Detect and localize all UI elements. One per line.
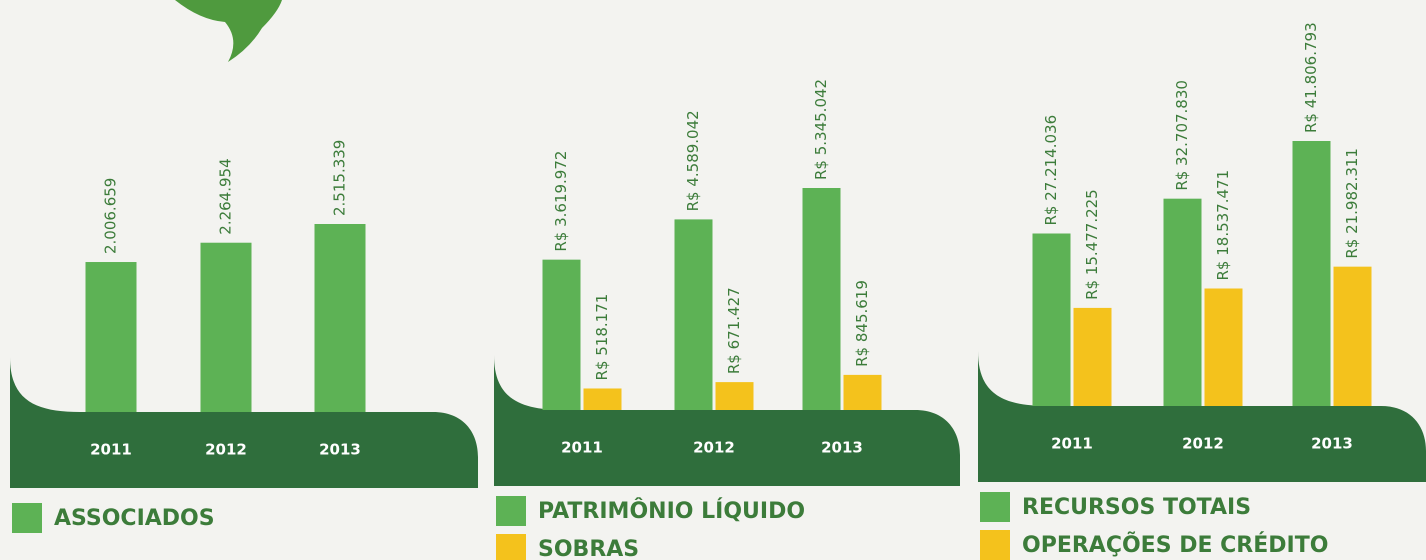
value-label: R$ 518.171	[593, 294, 611, 381]
legend-swatch	[980, 492, 1010, 522]
bar	[674, 219, 713, 410]
value-label: R$ 845.619	[853, 280, 871, 367]
bar	[85, 262, 137, 412]
value-label: 2.515.339	[331, 140, 349, 216]
legend-swatch	[496, 534, 526, 560]
bar	[200, 242, 252, 412]
decoration	[175, 0, 282, 62]
bar	[1073, 307, 1112, 406]
value-label: 2.006.659	[102, 178, 120, 254]
legend-label: RECURSOS TOTAIS	[1022, 495, 1251, 520]
x-tick-label: 2012	[1182, 435, 1224, 453]
bar	[542, 259, 581, 410]
legend-label: SOBRAS	[538, 537, 639, 560]
bar	[1333, 266, 1372, 406]
legend-label: OPERAÇÕES DE CRÉDITO	[1022, 532, 1328, 558]
x-tick-label: 2013	[1311, 435, 1353, 453]
value-label: R$ 5.345.042	[812, 79, 830, 180]
value-label: R$ 32.707.830	[1173, 80, 1191, 191]
value-label: R$ 41.806.793	[1302, 22, 1320, 133]
x-tick-label: 2013	[319, 441, 361, 459]
base-band	[10, 357, 478, 488]
bar	[802, 188, 841, 410]
legend-label: PATRIMÔNIO LÍQUIDO	[538, 498, 805, 524]
bar	[314, 224, 366, 412]
x-tick-label: 2013	[821, 439, 863, 457]
value-label: R$ 21.982.311	[1343, 148, 1361, 259]
bar	[1163, 198, 1202, 406]
x-tick-label: 2012	[693, 439, 735, 457]
bar	[1292, 141, 1331, 406]
x-tick-label: 2011	[1051, 435, 1093, 453]
value-label: R$ 671.427	[725, 287, 743, 374]
bar	[843, 374, 882, 410]
base-band	[494, 355, 960, 486]
x-tick-label: 2011	[90, 441, 132, 459]
value-label: R$ 15.477.225	[1083, 189, 1101, 300]
bar	[583, 388, 622, 410]
value-label: R$ 27.214.036	[1042, 115, 1060, 226]
value-label: 2.264.954	[217, 158, 235, 234]
base-band	[978, 351, 1426, 482]
legend-label: ASSOCIADOS	[54, 506, 215, 531]
bar	[1032, 233, 1071, 406]
value-label: R$ 4.589.042	[684, 110, 702, 211]
value-label: R$ 18.537.471	[1214, 170, 1232, 281]
bar	[1204, 288, 1243, 406]
legend-swatch	[12, 503, 42, 533]
value-label: R$ 3.619.972	[552, 151, 570, 252]
x-tick-label: 2012	[205, 441, 247, 459]
legend-swatch	[980, 530, 1010, 560]
legend-swatch	[496, 496, 526, 526]
x-tick-label: 2011	[561, 439, 603, 457]
bar	[715, 382, 754, 410]
